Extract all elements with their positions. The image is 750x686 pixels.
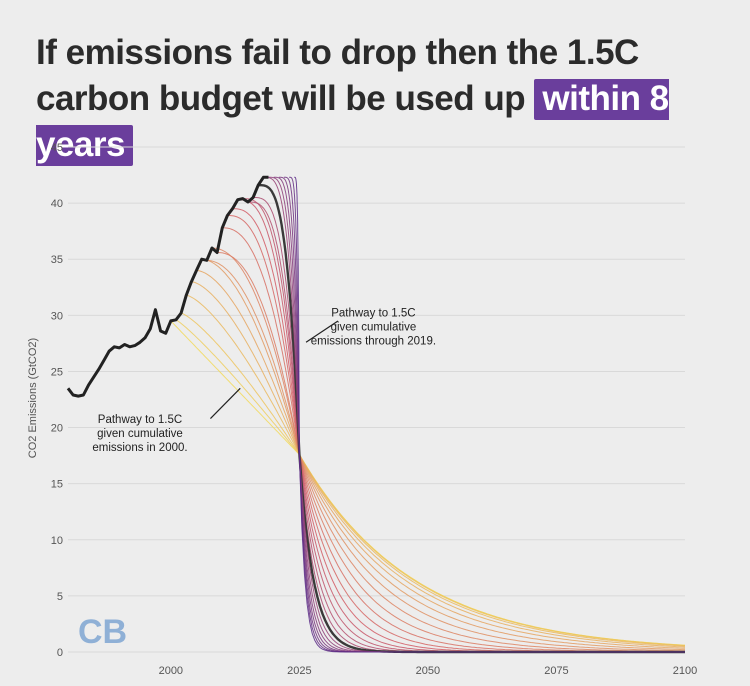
annotation-leader-line bbox=[209, 387, 241, 419]
y-tick-label: 45 bbox=[51, 142, 63, 154]
pathway-line bbox=[186, 294, 686, 647]
x-tick-label: 2050 bbox=[416, 665, 440, 677]
pathway-line bbox=[283, 176, 685, 653]
annotation-text: given cumulative bbox=[97, 428, 183, 440]
title-line-2: carbon budget will be used up within 8 y… bbox=[36, 76, 736, 168]
pathway-line bbox=[263, 176, 685, 653]
historical-emissions-line bbox=[66, 175, 269, 398]
pathway-line bbox=[196, 269, 686, 649]
pathway-line bbox=[212, 247, 685, 652]
pathway-line bbox=[294, 176, 685, 653]
y-tick-label: 35 bbox=[51, 254, 63, 266]
y-tick-label: 30 bbox=[51, 310, 63, 322]
annotation-text: Pathway to 1.5C bbox=[98, 414, 182, 426]
pathway-line bbox=[273, 176, 685, 653]
pathway-line bbox=[237, 199, 685, 653]
pathway-line bbox=[170, 320, 686, 646]
annotation-text: emissions in 2000. bbox=[92, 442, 187, 454]
y-tick-label: 40 bbox=[51, 198, 63, 210]
y-tick-label: 20 bbox=[51, 423, 63, 435]
annotation-text: emissions through 2019. bbox=[311, 335, 436, 347]
pathway-line bbox=[268, 176, 685, 653]
y-axis-label: CO2 Emissions (GtCO2) bbox=[27, 338, 39, 458]
pathway-line bbox=[201, 258, 685, 651]
annotations: Pathway to 1.5C given cumulative emissions… bbox=[92, 307, 436, 454]
y-tick-label: 5 bbox=[57, 591, 63, 603]
pathway-line bbox=[206, 259, 685, 652]
pathway-line bbox=[253, 197, 685, 653]
annotation-leader-line bbox=[305, 320, 339, 343]
pathway-line bbox=[289, 176, 685, 653]
y-tick-label: 0 bbox=[57, 647, 63, 659]
pathway-series bbox=[170, 176, 686, 654]
pathway-line bbox=[180, 312, 686, 646]
gridlines bbox=[68, 146, 685, 653]
y-tick-label: 10 bbox=[51, 535, 63, 547]
y-tick-label: 15 bbox=[51, 479, 63, 491]
pathway-line bbox=[232, 208, 685, 653]
x-tick-label: 2025 bbox=[287, 665, 311, 677]
y-axis-ticks: 0 5 10 15 20 25 30 35 40 45 bbox=[51, 142, 63, 659]
y-tick-label: 25 bbox=[51, 366, 63, 378]
annotation-text: Pathway to 1.5C bbox=[331, 307, 415, 319]
x-axis-ticks: 2000 2025 2050 2075 2100 bbox=[159, 665, 698, 677]
annotation-text: given cumulative bbox=[331, 321, 417, 333]
x-tick-label: 2075 bbox=[544, 665, 568, 677]
pathway-line bbox=[258, 184, 685, 654]
chart-title: If emissions fail to drop then the 1.5C … bbox=[36, 30, 736, 168]
x-tick-label: 2100 bbox=[673, 665, 697, 677]
title-line-2-prefix: carbon budget will be used up bbox=[36, 79, 526, 118]
pathway-line bbox=[191, 281, 686, 648]
title-line-1: If emissions fail to drop then the 1.5C bbox=[36, 33, 639, 72]
carbon-brief-logo: CB bbox=[78, 613, 127, 651]
x-tick-label: 2000 bbox=[159, 665, 183, 677]
